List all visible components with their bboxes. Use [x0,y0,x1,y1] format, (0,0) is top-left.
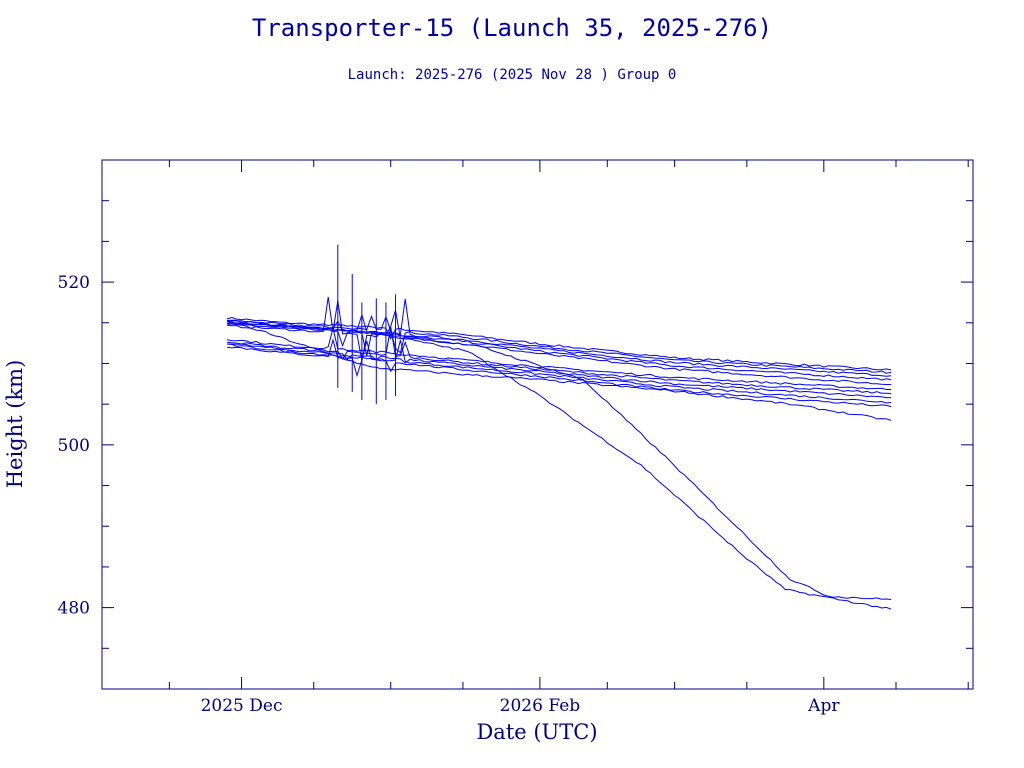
series-line [226,316,892,371]
series-line [227,319,892,610]
chart-title: Transporter-15 (Launch 35, 2025-276) [251,14,773,42]
x-tick-label: 2026 Feb [500,696,581,716]
y-tick-label: 480 [58,599,90,619]
plot-frame [101,159,974,690]
series-group [226,244,892,610]
x-tick-label: 2025 Dec [201,696,283,716]
series-line [227,338,892,408]
y-axis-label: Height (km) [3,360,27,489]
x-tick-label: Apr [807,696,840,716]
tick-labels: 480 500 520 2025 Dec 2026 Feb Apr [58,273,841,716]
y-tick-label: 500 [58,436,90,456]
chart-subtitle: Launch: 2025-276 (2025 Nov 28 ) Group 0 [347,67,677,83]
y-tick-label: 520 [58,273,90,293]
series-line [227,296,892,386]
series-line [227,323,892,381]
x-axis-label: Date (UTC) [476,720,597,744]
series-line [227,328,892,390]
series-line [226,321,892,600]
series-line [227,340,892,404]
axis-ticks [102,160,973,689]
